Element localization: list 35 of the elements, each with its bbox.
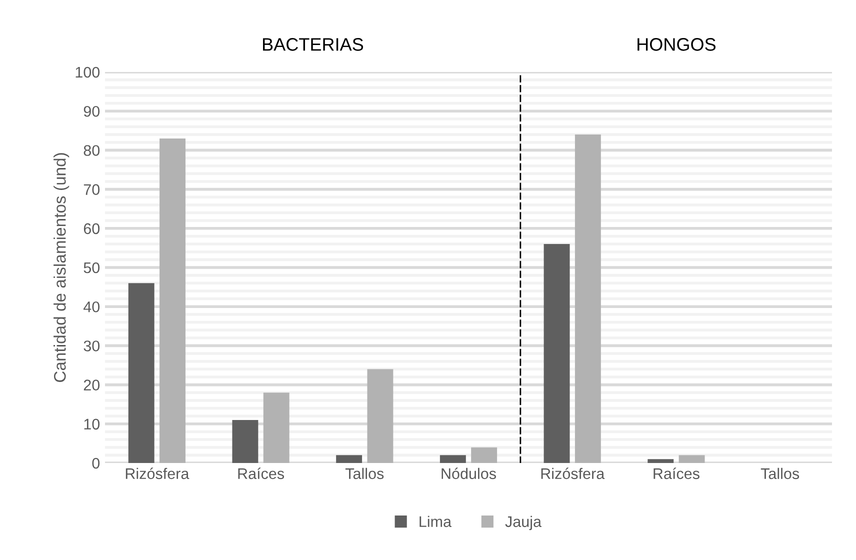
bar	[678, 455, 705, 463]
text: HONGOS	[638, 38, 716, 51]
bar	[367, 369, 394, 463]
y-tick-label: 80	[84, 145, 100, 156]
x-tick-label: Tallos	[345, 468, 384, 480]
bar	[232, 420, 258, 463]
bar	[440, 455, 466, 463]
legend-label: Jauja	[505, 516, 542, 530]
x-tick-label: Raíces	[654, 468, 700, 480]
bar	[263, 392, 290, 463]
legend-label: Lima	[420, 516, 452, 528]
x-tick-label: Nódulos	[442, 468, 496, 480]
x-tick-label: Tallos	[760, 468, 800, 480]
y-tick-label: 70	[84, 184, 100, 195]
y-tick-label: 60	[84, 223, 100, 234]
x-tick-label: Rizósfera	[126, 468, 190, 480]
y-tick-label: 30	[84, 340, 100, 352]
y-tick-label: 40	[84, 301, 100, 312]
bar	[648, 459, 674, 463]
y-tick-label: 50	[84, 262, 100, 274]
bar	[336, 455, 362, 463]
text: BACTERIAS	[263, 38, 364, 51]
bar	[574, 134, 601, 463]
y-tick-label: 10	[84, 418, 100, 430]
y-axis-title: Cantidad de aislamientos (und)	[54, 153, 70, 382]
x-tick-label: Rizósfera	[541, 468, 605, 480]
y-tick-label: 20	[84, 380, 100, 390]
y-tick-label: 0	[92, 458, 100, 469]
y-tick-label: 100	[76, 66, 100, 78]
x-tick-label: Raíces	[238, 468, 284, 480]
bar	[544, 244, 570, 463]
bar	[128, 283, 154, 463]
bar	[160, 138, 186, 463]
y-tick-label: 90	[84, 106, 100, 117]
bar	[471, 447, 498, 463]
